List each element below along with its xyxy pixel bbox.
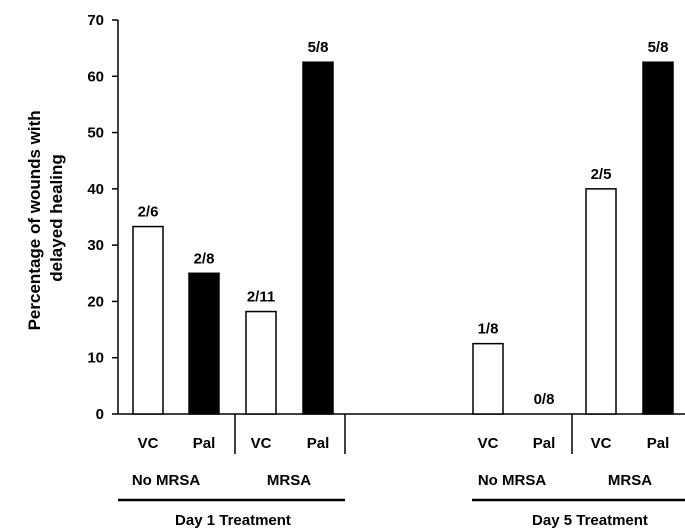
bar-vc <box>132 225 164 415</box>
y-tick-label: 10 <box>87 350 104 367</box>
bar-data-label: 2/6 <box>138 204 159 221</box>
bar-data-label: 5/8 <box>308 39 329 56</box>
x-category-label: VC <box>478 435 499 452</box>
bar-pal <box>188 272 220 415</box>
y-axis-label: Percentage of wounds with delayed healin… <box>25 106 66 331</box>
x-category-label: VC <box>591 435 612 452</box>
x-category-label: Pal <box>647 435 670 452</box>
y-tick-label: 20 <box>87 293 104 310</box>
x-category-label: Pal <box>307 435 330 452</box>
x-category-label: Pal <box>193 435 216 452</box>
y-tick-label: 60 <box>87 68 104 85</box>
y-tick-label: 50 <box>87 125 104 142</box>
bar-data-label: 2/8 <box>194 250 215 267</box>
condition-label: No MRSA <box>132 472 200 489</box>
y-axis-label-line-1: Percentage of wounds with <box>25 110 44 330</box>
y-tick-label: 30 <box>87 237 104 254</box>
condition-label: No MRSA <box>478 472 546 489</box>
bar-pal <box>642 61 674 415</box>
x-category-label: Pal <box>533 435 556 452</box>
bar-data-label: 2/11 <box>247 289 275 306</box>
y-axis-label-line-2: delayed healing <box>47 154 66 282</box>
condition-label: MRSA <box>608 472 652 489</box>
group-label: Day 1 Treatment <box>175 512 291 529</box>
plot-area: 0 10 20 30 40 50 60 70 2/6 VC 2/8 Pal 2/11 VC 5/8 Pal 1/… <box>87 12 685 529</box>
bar-data-label: 1/8 <box>478 321 499 338</box>
y-tick-label: 40 <box>87 181 104 198</box>
bar-data-label: 0/8 <box>534 391 555 408</box>
bar-vc <box>245 310 277 415</box>
condition-label: MRSA <box>267 472 311 489</box>
bar-vc <box>472 342 504 415</box>
y-tick-label: 70 <box>87 12 104 29</box>
x-category-label: VC <box>138 435 159 452</box>
group-label: Day 5 Treatment <box>532 512 648 529</box>
x-category-label: VC <box>251 435 272 452</box>
y-tick-label: 0 <box>96 406 104 423</box>
bar-vc <box>585 188 617 415</box>
bar-data-label: 5/8 <box>648 39 669 56</box>
bar-data-label: 2/5 <box>591 166 612 183</box>
bar-pal <box>302 61 334 415</box>
